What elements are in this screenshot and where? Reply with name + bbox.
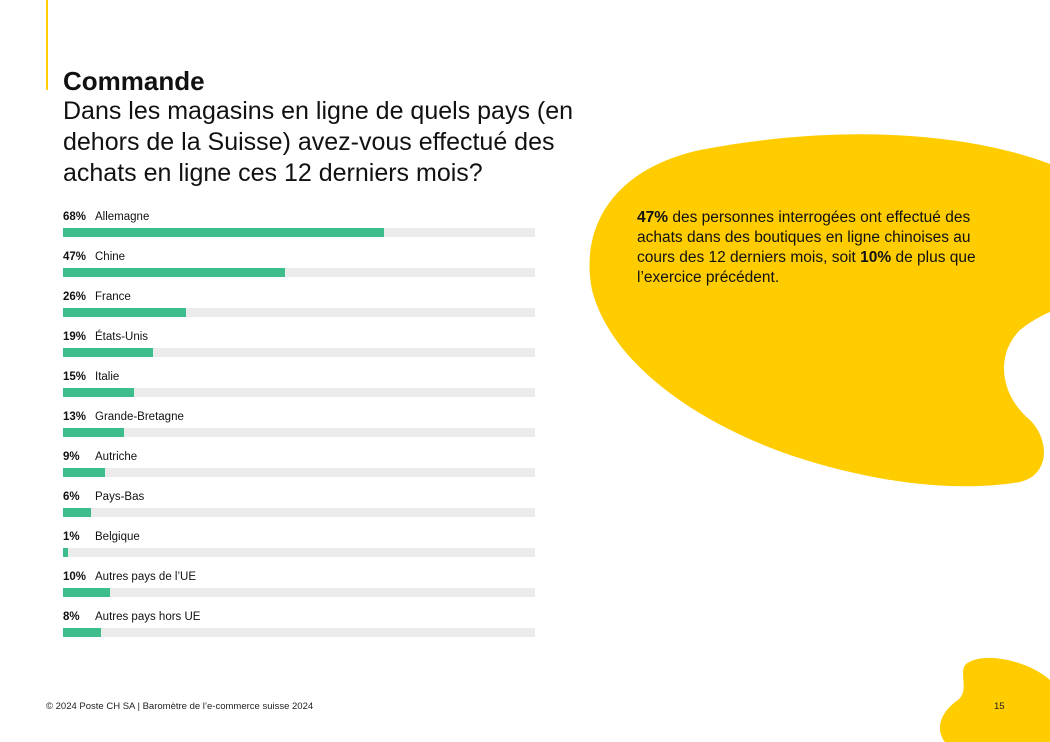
bar-category-label: Autres pays hors UE: [95, 611, 201, 623]
country-bar-chart: 68% Allemagne 47% Chine 26% France 19% États-Un…: [63, 210, 535, 650]
bar-track: [63, 348, 535, 357]
bar-label: 15% Italie: [63, 370, 119, 384]
callout-highlight-1: 47%: [637, 209, 669, 226]
bar-row: 47% Chine: [63, 250, 535, 290]
bar-label: 19% États-Unis: [63, 330, 148, 344]
bar: [63, 588, 111, 597]
corner-blob: [939, 657, 1050, 742]
bar-category-label: Autres pays de l’UE: [95, 571, 196, 583]
bar-row: 26% France: [63, 290, 535, 330]
bar-value-label: 10%: [63, 571, 87, 583]
bar-category-label: Autriche: [95, 451, 138, 463]
bar-value-label: 68%: [63, 211, 87, 223]
bar-row: 10% Autres pays de l’UE: [63, 570, 535, 610]
bar: [63, 308, 186, 317]
bar-track: [63, 388, 535, 397]
bar-track: [63, 508, 535, 517]
footer-copyright: © 2024 Poste CH SA | Baromètre de l’e-co…: [46, 701, 314, 712]
bar: [63, 228, 384, 237]
bar-label: 13% Grande-Bretagne: [63, 410, 184, 424]
bar-track: [63, 308, 535, 317]
bar-row: 8% Autres pays hors UE: [63, 610, 535, 650]
callout-text: 47% des personnes interrogées ont effect…: [637, 208, 1007, 288]
bar-label: 9% Autriche: [63, 450, 137, 464]
bar-value-label: 6%: [63, 491, 80, 503]
bar-category-label: Belgique: [95, 531, 140, 543]
bar-row: 19% États-Unis: [63, 330, 535, 370]
bar-track: [63, 228, 535, 237]
bar-label: 26% France: [63, 290, 131, 304]
callout-blob: [589, 134, 1050, 487]
bar-row: 9% Autriche: [63, 450, 535, 490]
bar-value-label: 15%: [63, 371, 87, 383]
bar: [63, 468, 106, 477]
bar-value-label: 1%: [63, 531, 80, 543]
bar-category-label: Italie: [95, 371, 120, 383]
page-number: 15: [994, 701, 1005, 712]
bar-category-label: Allemagne: [95, 211, 150, 223]
bar-value-label: 13%: [63, 411, 87, 423]
bar-label: 8% Autres pays hors UE: [63, 610, 200, 624]
bar-category-label: Chine: [95, 251, 126, 263]
bar: [63, 548, 68, 557]
bar-row: 6% Pays-Bas: [63, 490, 535, 530]
bar-value-label: 8%: [63, 611, 80, 623]
bar-value-label: 19%: [63, 331, 87, 343]
bar-category-label: Grande-Bretagne: [95, 411, 184, 423]
bar-row: 68% Allemagne: [63, 210, 535, 250]
callout-text-1: des personnes interrogées ont effectué d…: [637, 209, 971, 266]
bar: [63, 268, 285, 277]
bar: [63, 428, 125, 437]
bar-value-label: 9%: [63, 451, 80, 463]
bar-row: 1% Belgique: [63, 530, 535, 570]
accent-line: [46, 0, 48, 90]
callout-text-2: de plus que l’exercice précédent.: [637, 249, 976, 286]
bar-track: [63, 548, 535, 557]
bar-track: [63, 628, 535, 637]
bar-label: 10% Autres pays de l’UE: [63, 570, 196, 584]
bar: [63, 348, 153, 357]
heading-block: Commande Dans les magasins en ligne de q…: [63, 66, 583, 189]
bar-value-label: 26%: [63, 291, 87, 303]
bar-label: 1% Belgique: [63, 530, 140, 544]
bar-track: [63, 588, 535, 597]
bar: [63, 508, 92, 517]
bar-track: [63, 428, 535, 437]
bar-track: [63, 268, 535, 277]
bar-category-label: France: [95, 291, 131, 303]
bar-value-label: 47%: [63, 251, 87, 263]
bar-category-label: États-Unis: [95, 331, 149, 343]
survey-question: Dans les magasins en ligne de quels pays…: [63, 97, 574, 187]
bar-category-label: Pays-Bas: [95, 491, 145, 503]
bar-label: 68% Allemagne: [63, 210, 149, 224]
bar-row: 13% Grande-Bretagne: [63, 410, 535, 450]
bar: [63, 628, 101, 637]
callout-highlight-2: 10%: [860, 249, 892, 266]
bar-track: [63, 468, 535, 477]
bar-label: 6% Pays-Bas: [63, 490, 144, 504]
bar-row: 15% Italie: [63, 370, 535, 410]
bar: [63, 388, 134, 397]
section-title: Commande: [63, 66, 205, 96]
bar-label: 47% Chine: [63, 250, 125, 264]
